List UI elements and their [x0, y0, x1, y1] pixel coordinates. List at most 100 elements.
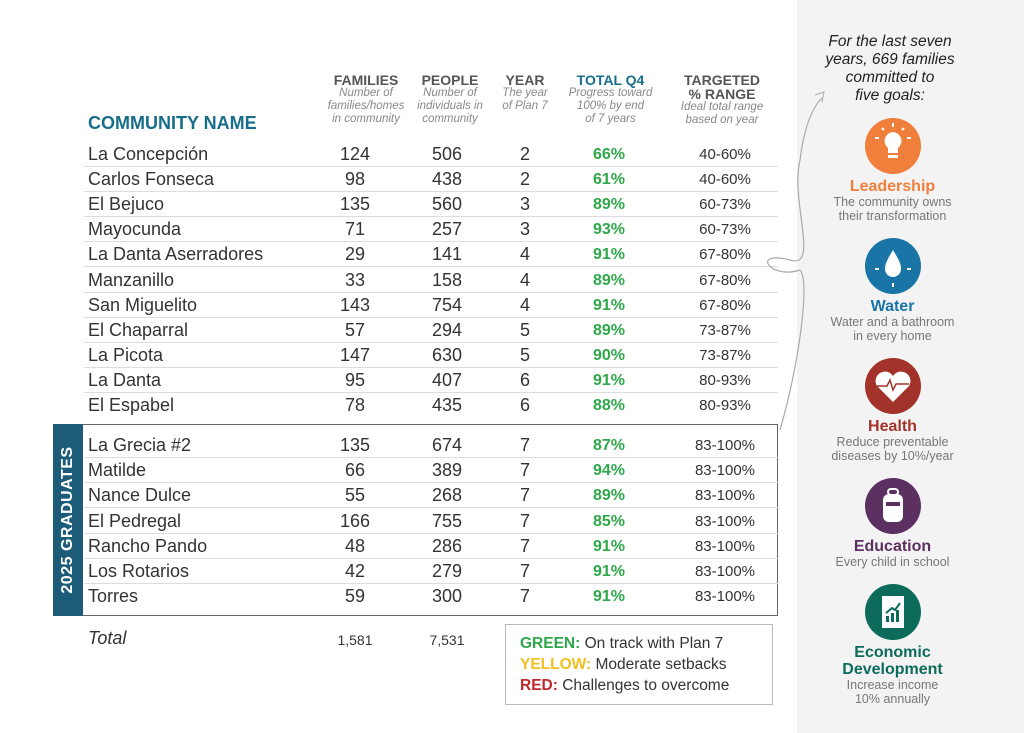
community-name: La Grecia #2: [88, 435, 192, 455]
people-count: 435: [431, 395, 463, 415]
people-count: 389: [431, 460, 463, 481]
header-sub: Progress toward: [568, 87, 653, 99]
targeted-range: 60-73%: [699, 221, 751, 239]
people-count: 268: [431, 485, 463, 506]
targeted-range: 83-100%: [694, 537, 756, 555]
families-count: 135: [339, 194, 371, 215]
plan-year: 4: [519, 294, 530, 315]
plan-year: 7: [519, 485, 530, 506]
people-count: 630: [431, 344, 463, 365]
legend-item: GREEN: On track with Plan 7: [520, 633, 758, 654]
plan-year: 7: [519, 435, 530, 455]
header-title: TARGETED: [684, 72, 760, 88]
decorative-arrow-icon: [767, 91, 825, 431]
goal-economic-development: Economic Development Increase income 10% a…: [810, 584, 975, 706]
families-count: 98: [344, 169, 366, 190]
families-count: 143: [339, 294, 371, 315]
header-sub: Ideal total range: [680, 101, 764, 113]
community-name: El Chaparral: [88, 319, 189, 340]
goal-title: Health: [868, 418, 917, 435]
families-count: 33: [344, 269, 366, 290]
lightbulb-icon: [864, 118, 921, 174]
table-row: La Danta 95 407 6 91% 80-93%: [84, 368, 778, 393]
targeted-range: 83-100%: [694, 487, 756, 505]
targeted-range: 67-80%: [699, 296, 751, 314]
backpack-icon: [864, 478, 921, 534]
total-q4-progress: 87%: [592, 437, 626, 454]
plan-year: 7: [519, 510, 530, 531]
families-count: 78: [344, 395, 366, 415]
families-count: 55: [344, 485, 366, 506]
year-header: YEAR The year of Plan 7: [495, 73, 555, 113]
table-row: Nance Dulce 55 268 7 89% 83-100%: [84, 483, 778, 509]
targeted-range: 67-80%: [699, 246, 751, 264]
community-name: La Danta Aserradores: [88, 244, 264, 265]
header-title: YEAR: [505, 72, 545, 88]
growth-chart-icon: [864, 584, 921, 640]
plan-year: 7: [519, 535, 530, 556]
families-count: 166: [339, 510, 371, 531]
targeted-range: 83-100%: [694, 512, 756, 530]
total-q4-progress: 91%: [592, 563, 626, 580]
plan-year: 6: [519, 395, 530, 415]
total-q4-progress: 61%: [592, 171, 626, 189]
people-count: 294: [431, 319, 463, 340]
community-name: La Concepción: [88, 144, 209, 164]
table-row: El Pedregal 166 755 7 85% 83-100%: [84, 509, 778, 534]
total-people: 7,531: [429, 632, 465, 648]
families-count: 71: [344, 219, 366, 240]
people-count: 560: [431, 194, 463, 215]
community-name: La Danta: [88, 369, 162, 390]
table-row: La Picota 147 630 5 90% 73-87%: [84, 343, 778, 368]
goal-title: Water: [870, 298, 915, 315]
header-sub: Number of: [423, 87, 477, 99]
community-name: Los Rotarios: [88, 561, 190, 581]
goal-water: Water Water and a bathroom in every home: [810, 238, 975, 343]
total-q4-progress: 91%: [592, 246, 626, 264]
table-row: La Grecia #2 135 674 7 87% 83-100%: [84, 433, 778, 458]
total-q4-header: TOTAL Q4 Progress toward 100% by end of …: [558, 73, 663, 126]
header-title: % RANGE: [688, 86, 756, 102]
targeted-range: 73-87%: [699, 346, 751, 364]
intro-line: committed to: [845, 69, 935, 86]
header-title: FAMILIES: [333, 72, 399, 88]
plan-year: 5: [519, 319, 530, 340]
families-header: FAMILIES Number of families/homes in com…: [316, 73, 416, 126]
table-row: El Espabel 78 435 6 88% 80-93%: [84, 393, 778, 418]
plan-year: 7: [519, 586, 530, 607]
targeted-range: 40-60%: [699, 146, 751, 163]
families-count: 29: [344, 244, 366, 265]
goal-description: in every home: [853, 329, 932, 343]
goal-description: The community owns: [833, 195, 952, 209]
community-name: El Bejuco: [88, 194, 165, 215]
targeted-range: 67-80%: [699, 271, 751, 289]
plan-year: 2: [519, 144, 530, 164]
header-sub: of 7 years: [585, 113, 636, 125]
status-legend: GREEN: On track with Plan 7 YELLOW: Moder…: [505, 624, 773, 705]
table-row: Carlos Fonseca 98 438 2 61% 40-60%: [84, 167, 778, 193]
plan-year: 5: [519, 344, 530, 365]
header-title: TOTAL Q4: [576, 72, 645, 88]
goal-description: Reduce preventable: [836, 435, 949, 449]
total-q4-progress: 91%: [592, 296, 626, 314]
people-count: 158: [431, 269, 463, 290]
plan-year: 6: [519, 369, 530, 390]
families-count: 135: [339, 435, 371, 455]
community-name: Carlos Fonseca: [88, 169, 215, 190]
targeted-range: 83-100%: [694, 563, 756, 580]
legend-key: RED:: [520, 677, 558, 694]
total-q4-progress: 89%: [592, 321, 626, 339]
total-q4-progress: 91%: [592, 537, 626, 555]
header-sub: based on year: [685, 114, 759, 126]
people-count: 755: [431, 510, 463, 531]
goal-description: diseases by 10%/year: [831, 449, 954, 463]
community-name: El Pedregal: [88, 510, 182, 531]
goal-description: Water and a bathroom: [830, 315, 955, 329]
goal-title: Leadership: [849, 178, 936, 195]
legend-key: GREEN:: [520, 635, 581, 652]
table-row: Torres 59 300 7 91% 83-100%: [84, 584, 778, 609]
header-sub: 100% by end: [576, 100, 645, 112]
table-row: Mayocunda 71 257 3 93% 60-73%: [84, 217, 778, 243]
table-row: Manzanillo 33 158 4 89% 67-80%: [84, 268, 778, 293]
total-q4-progress: 93%: [592, 221, 626, 239]
